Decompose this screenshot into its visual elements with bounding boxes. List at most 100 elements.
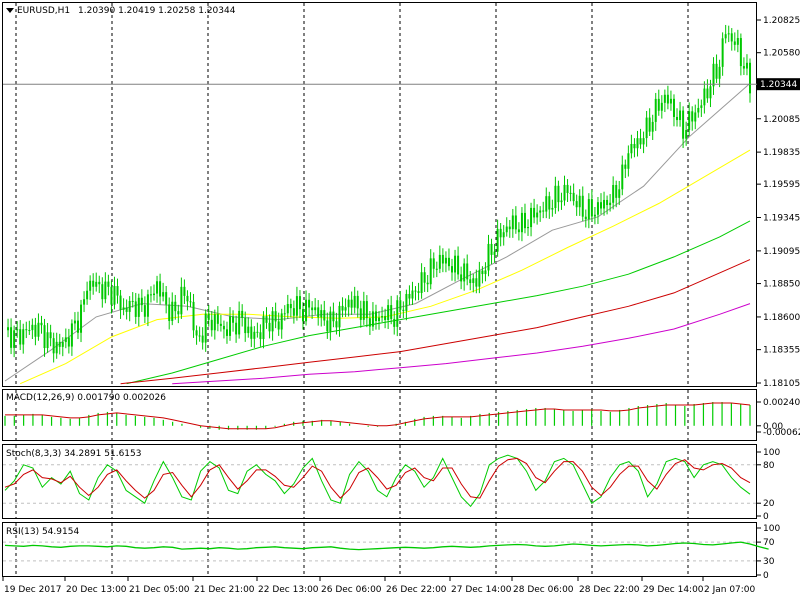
candle-body — [657, 98, 660, 111]
candle-body — [177, 311, 180, 315]
candle — [73, 312, 76, 331]
candle-body — [715, 63, 718, 79]
candle — [341, 297, 344, 318]
candle-body — [286, 303, 289, 314]
rsi-tick-label: 100 — [763, 524, 780, 534]
candle — [332, 302, 335, 328]
candle — [715, 54, 718, 84]
candle-body — [92, 280, 95, 287]
candle-body — [630, 143, 633, 154]
dropdown-triangle-icon[interactable] — [6, 8, 14, 13]
candle — [739, 33, 742, 76]
candle — [244, 311, 247, 342]
candle — [590, 189, 593, 222]
candle — [180, 277, 183, 319]
candle — [86, 281, 89, 305]
candle-body — [292, 308, 295, 316]
candle-body — [329, 311, 332, 332]
candle-body — [241, 310, 244, 318]
candle-body — [472, 278, 475, 284]
candle — [596, 196, 599, 224]
candle-body — [399, 300, 402, 310]
candle-body — [55, 341, 58, 354]
candle — [505, 217, 508, 237]
candle — [724, 24, 727, 44]
candle — [530, 202, 533, 237]
candle — [201, 327, 204, 350]
current-price-marker — [757, 78, 800, 91]
candle — [408, 285, 411, 306]
candle-body — [396, 300, 399, 327]
candle-body — [706, 88, 709, 99]
candle — [329, 306, 332, 341]
candlestick-series — [7, 24, 751, 363]
candle-body — [718, 66, 721, 79]
candle-body — [606, 199, 609, 206]
candle-body — [125, 307, 128, 312]
candle — [113, 276, 116, 310]
candle — [575, 194, 578, 216]
candle-body — [43, 325, 46, 349]
candle — [61, 337, 64, 357]
candle — [703, 81, 706, 114]
candle — [390, 295, 393, 325]
candle-body — [554, 185, 557, 208]
candle-body — [520, 212, 523, 233]
candle — [475, 269, 478, 294]
candle-body — [335, 321, 338, 328]
candle — [189, 292, 192, 308]
candle-body — [253, 331, 256, 339]
candle — [104, 272, 107, 304]
candle — [253, 326, 256, 348]
candle-body — [353, 295, 356, 308]
candle — [630, 134, 633, 159]
candle — [168, 297, 171, 330]
candle-body — [34, 324, 37, 337]
candle-body — [542, 210, 545, 212]
candle — [402, 301, 405, 319]
candle-body — [347, 299, 350, 308]
candle-body — [530, 207, 533, 228]
candle-body — [739, 38, 742, 67]
candle-body — [481, 270, 484, 275]
candle-body — [73, 320, 76, 324]
candle — [487, 234, 490, 277]
candle — [70, 319, 73, 356]
candle — [600, 193, 602, 215]
candle-body — [627, 153, 630, 169]
candle — [64, 328, 67, 349]
candle-body — [225, 329, 228, 336]
candle-body — [70, 323, 73, 347]
candle-body — [444, 257, 447, 264]
candle — [457, 246, 460, 280]
candle-body — [575, 201, 578, 208]
candle-body — [350, 299, 353, 308]
candle-body — [156, 281, 159, 294]
candle-body — [7, 327, 10, 331]
candle-body — [323, 310, 326, 321]
candle-body — [475, 278, 478, 287]
candle — [292, 300, 295, 324]
candle-body — [305, 299, 308, 322]
candle-body — [621, 164, 624, 190]
candle — [22, 323, 25, 354]
candle — [545, 187, 548, 219]
candle-body — [478, 270, 481, 287]
candle-body — [648, 117, 651, 132]
candle — [639, 128, 642, 149]
time-axis: 19 Dec 2017 20 Dec 13:00 21 Dec 05:00 21 De… — [2, 577, 756, 595]
candle — [271, 307, 274, 341]
candle-body — [317, 307, 320, 318]
candle-body — [429, 258, 432, 285]
candle-body — [469, 279, 472, 284]
candle — [149, 286, 152, 303]
candle — [676, 108, 679, 127]
candle — [238, 301, 241, 339]
candle — [95, 272, 98, 292]
candle — [700, 99, 703, 117]
candle-body — [441, 254, 444, 264]
candle-body — [572, 192, 575, 202]
candle-body — [624, 164, 627, 169]
candle-body — [733, 41, 736, 45]
candle — [171, 292, 174, 326]
